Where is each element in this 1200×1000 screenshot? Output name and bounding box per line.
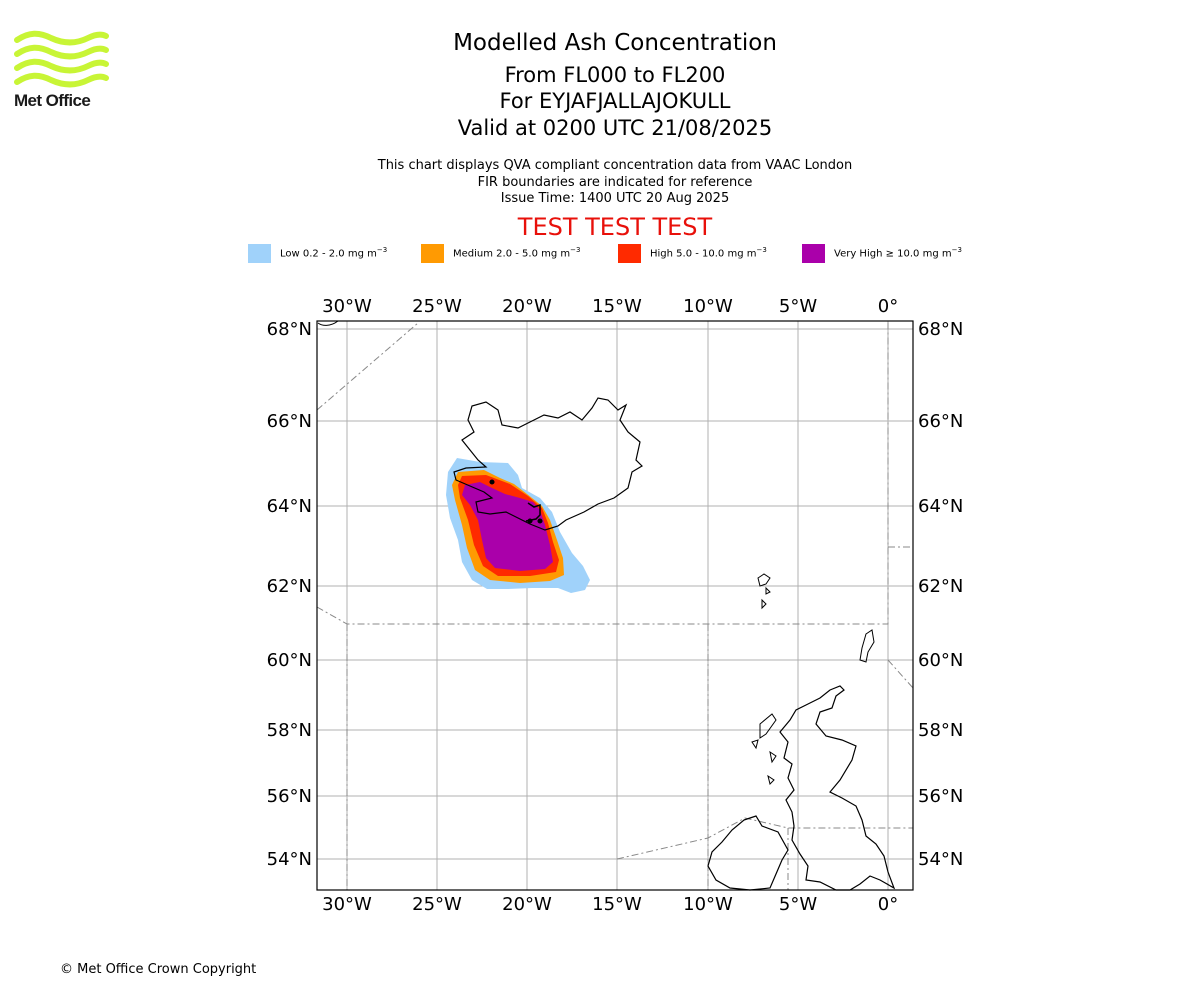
legend-unit-low: −3 bbox=[376, 246, 388, 254]
lon-label-bottom: 10°W bbox=[683, 894, 733, 915]
lon-label-bottom: 30°W bbox=[322, 894, 372, 915]
met-office-logo bbox=[14, 30, 109, 88]
lat-label-left: 68°N bbox=[267, 319, 312, 340]
copyright-notice: © Met Office Crown Copyright bbox=[60, 962, 257, 977]
legend-unit-medium: −3 bbox=[570, 246, 581, 254]
lat-label-right: 58°N bbox=[918, 720, 963, 741]
legend-label-low: Low 0.2 - 2.0 mg m bbox=[280, 248, 377, 260]
legend-swatch-high bbox=[618, 244, 641, 263]
lat-label-right: 60°N bbox=[918, 650, 963, 671]
lat-label-right: 62°N bbox=[918, 576, 963, 597]
lon-label-top: 10°W bbox=[683, 296, 733, 317]
legend-label-very-high: Very High ≥ 10.0 mg m bbox=[834, 248, 952, 260]
legend-label-high: High 5.0 - 10.0 mg m bbox=[650, 248, 757, 260]
lon-label-top: 5°W bbox=[779, 296, 817, 317]
issue-time: Issue Time: 1400 UTC 20 Aug 2025 bbox=[500, 191, 730, 206]
lon-label-bottom: 20°W bbox=[502, 894, 552, 915]
uk-coastline bbox=[779, 685, 896, 891]
lon-label-top: 0° bbox=[878, 296, 898, 317]
map-frame bbox=[316, 320, 914, 891]
volcano-marker bbox=[489, 479, 543, 524]
lat-label-left: 66°N bbox=[267, 411, 312, 432]
legend-swatch-very-high bbox=[802, 244, 825, 263]
lon-label-bottom: 5°W bbox=[779, 894, 817, 915]
flight-level-range: From FL000 to FL200 bbox=[504, 63, 726, 87]
ireland-coastline bbox=[707, 815, 789, 891]
lat-label-right: 64°N bbox=[918, 496, 963, 517]
legend-swatch-low bbox=[248, 244, 271, 263]
chart-title: Modelled Ash Concentration bbox=[453, 30, 777, 56]
legend-swatch-medium bbox=[421, 244, 444, 263]
lat-label-left: 62°N bbox=[267, 576, 312, 597]
lat-label-right: 54°N bbox=[918, 849, 963, 870]
legend-unit-high: −3 bbox=[756, 246, 767, 254]
hebrides-coastline bbox=[751, 713, 777, 785]
lat-label-right: 66°N bbox=[918, 411, 963, 432]
shetland-coastline bbox=[859, 629, 875, 663]
lon-label-top: 15°W bbox=[592, 296, 642, 317]
lon-label-top: 25°W bbox=[412, 296, 462, 317]
lat-label-right: 68°N bbox=[918, 319, 963, 340]
test-banner: TEST TEST TEST bbox=[517, 213, 713, 241]
fir-boundaries bbox=[316, 321, 914, 890]
met-office-logo-text: Met Office bbox=[14, 91, 91, 110]
info-source: This chart displays QVA compliant concen… bbox=[377, 158, 853, 173]
lat-label-left: 60°N bbox=[267, 650, 312, 671]
lon-label-top: 20°W bbox=[502, 296, 552, 317]
lat-label-left: 64°N bbox=[267, 496, 312, 517]
lon-label-top: 30°W bbox=[322, 296, 372, 317]
volcano-name: For EYJAFJALLAJOKULL bbox=[499, 89, 731, 113]
legend-label-medium: Medium 2.0 - 5.0 mg m bbox=[453, 248, 571, 260]
lat-label-left: 58°N bbox=[267, 720, 312, 741]
lon-label-bottom: 15°W bbox=[592, 894, 642, 915]
lat-label-right: 56°N bbox=[918, 786, 963, 807]
iceland-coastline bbox=[453, 397, 643, 531]
greenland-coastline bbox=[317, 320, 339, 326]
legend-unit-very-high: −3 bbox=[951, 246, 962, 254]
info-fir-note: FIR boundaries are indicated for referen… bbox=[477, 175, 753, 190]
faroe-islands bbox=[757, 573, 771, 610]
lon-label-bottom: 25°W bbox=[412, 894, 462, 915]
valid-time: Valid at 0200 UTC 21/08/2025 bbox=[457, 116, 773, 140]
lat-label-left: 54°N bbox=[267, 849, 312, 870]
lat-label-left: 56°N bbox=[267, 786, 312, 807]
lon-label-bottom: 0° bbox=[878, 894, 898, 915]
